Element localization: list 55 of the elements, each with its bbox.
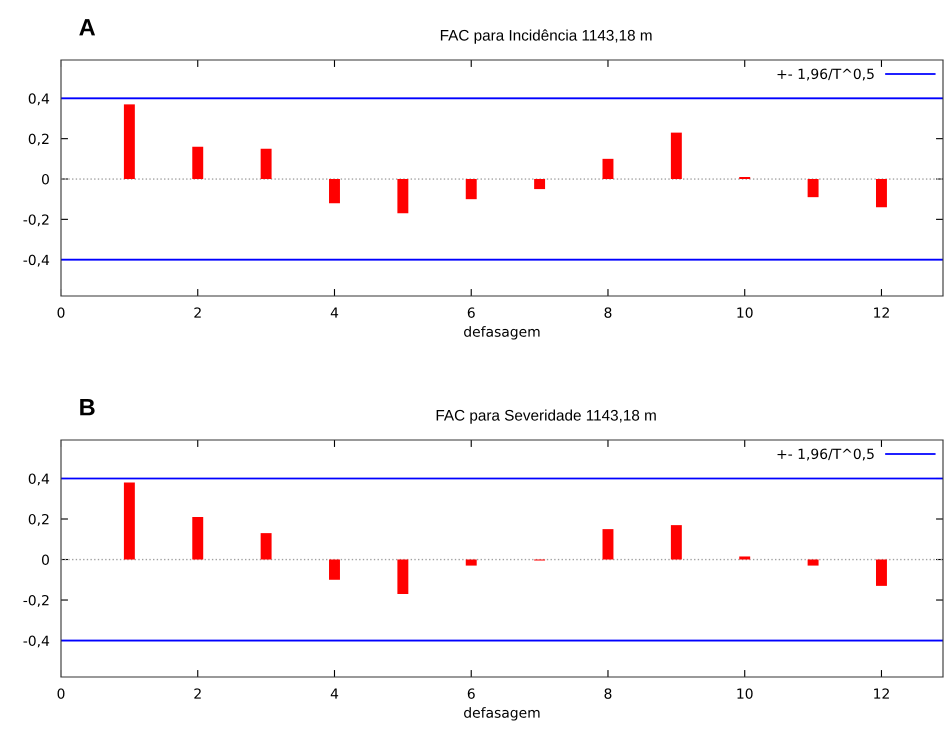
x-tick-label: 12 — [874, 688, 889, 699]
chart-title: FAC para Severidade 1143,18 m — [436, 409, 656, 424]
x-tick-label: 12 — [874, 307, 889, 318]
bar — [876, 179, 887, 208]
bar — [670, 525, 682, 560]
bar — [329, 179, 340, 204]
x-tick-label: 4 — [330, 688, 338, 699]
bar — [329, 560, 340, 580]
y-tick-label: 0,2 — [28, 514, 48, 526]
bar — [808, 560, 819, 566]
legend-label: +- 1,96/T^0,5 — [778, 68, 874, 80]
x-tick-label: 6 — [468, 307, 475, 318]
bar — [602, 529, 614, 560]
y-tick-label: 0,4 — [28, 93, 50, 106]
x-tick-label: 0 — [57, 307, 64, 318]
legend-label: +- 1,96/T^0,5 — [778, 448, 874, 460]
bar — [260, 148, 272, 180]
bar — [192, 146, 204, 180]
x-tick-label: 4 — [330, 308, 338, 318]
y-tick-label: 0,2 — [28, 134, 48, 146]
bar — [739, 176, 750, 180]
x-tick-label: 2 — [194, 688, 201, 699]
y-tick-label: 0,4 — [28, 473, 50, 486]
x-tick-label: 10 — [737, 688, 753, 699]
y-tick-label: 0 — [42, 554, 49, 565]
y-tick-label: -0,4 — [23, 254, 50, 267]
bar — [534, 179, 546, 190]
x-tick-label: 8 — [604, 688, 612, 699]
y-tick-label: -0,4 — [23, 636, 50, 648]
chart-title: FAC para Incidência 1143,18 m — [440, 29, 652, 44]
bar — [808, 179, 819, 198]
y-tick-label: -0,2 — [23, 214, 48, 226]
text: B — [80, 399, 95, 416]
bar — [124, 482, 135, 560]
text: A — [79, 19, 96, 36]
x-tick-label: 0 — [57, 688, 64, 699]
bar — [670, 132, 682, 180]
x-tick-label: 6 — [468, 688, 475, 699]
x-tick-label: 2 — [194, 307, 201, 318]
bar — [602, 158, 614, 180]
bar — [876, 560, 887, 586]
bar — [466, 560, 477, 566]
bar — [466, 179, 477, 200]
bar — [124, 104, 135, 180]
bar — [260, 533, 272, 560]
bar — [739, 556, 750, 560]
x-tick-label: 8 — [604, 307, 612, 318]
x-axis-title: defasagem — [464, 707, 540, 721]
bar — [397, 179, 408, 214]
bar — [192, 516, 204, 560]
x-tick-label: 10 — [737, 307, 753, 318]
y-tick-label: 0 — [42, 174, 49, 184]
x-axis-title: defasagem — [464, 326, 540, 340]
y-tick-label: -0,2 — [23, 594, 48, 607]
bar — [397, 560, 408, 594]
